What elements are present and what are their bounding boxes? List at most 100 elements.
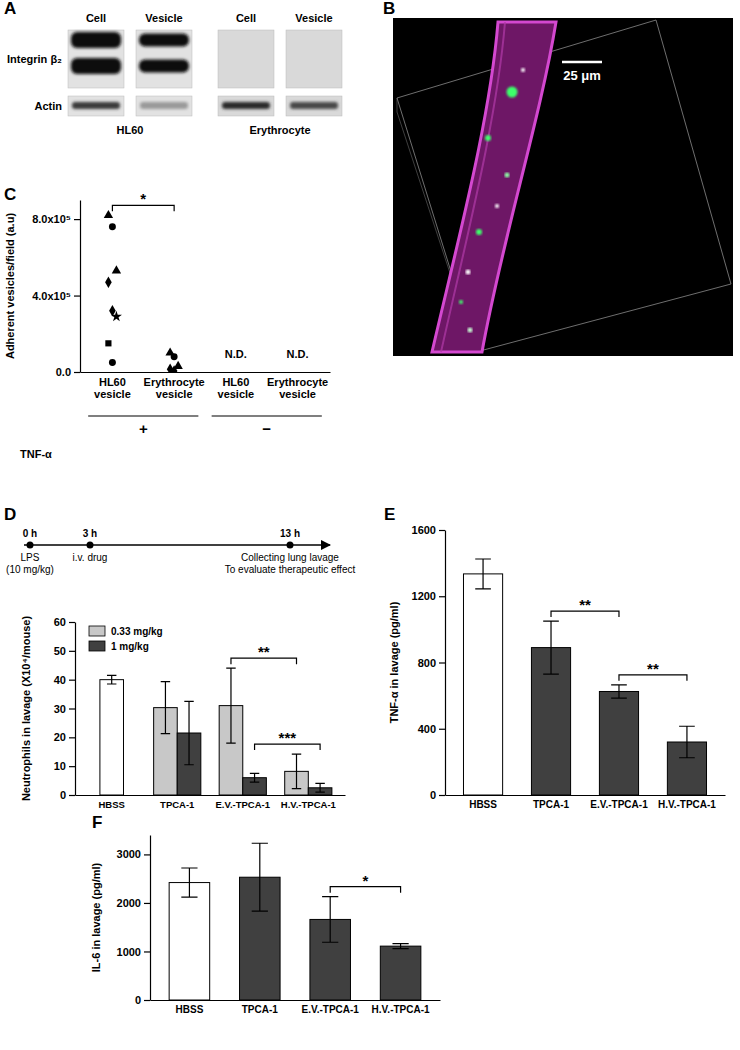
blot-band (71, 32, 121, 48)
tick: TPCA-1 (533, 799, 570, 810)
tick-label: 0.0 (56, 366, 71, 378)
fluorescent-spot (459, 300, 463, 304)
timeline-axis (24, 544, 330, 546)
significance-label: * (140, 190, 146, 207)
tick-label: 0 (60, 789, 66, 801)
tick-mark (74, 219, 80, 220)
column-label: Cell (86, 12, 106, 24)
timeline-tick (27, 542, 34, 549)
tick-label: 2000 (117, 897, 141, 909)
tick: H.V.-TPCA-1 (372, 1004, 430, 1015)
tick-label: H.V.-TPCA-1 (658, 799, 716, 810)
legend-label: 0.33 mg/kg (111, 626, 163, 637)
tick: H.V.-TPCA-1 (281, 799, 337, 810)
tick: Erythrocytevesicle (144, 376, 205, 401)
point (105, 340, 111, 346)
blot-background (136, 96, 192, 116)
y-axis: 040080012001600 (412, 524, 446, 801)
panel-label: A (4, 0, 16, 18)
blot-background (286, 96, 342, 116)
error-bar (315, 783, 324, 792)
tick: HL60vesicle (94, 376, 131, 401)
error-bar (292, 754, 301, 789)
value-label: N.D. (225, 348, 247, 360)
tick-label: 0 (430, 789, 436, 801)
tick-label: H.V.-TPCA-1 (281, 799, 337, 810)
tick: 3000 (117, 848, 150, 860)
timeline-event: (10 mg/kg) (6, 564, 54, 575)
significance-label: *** (279, 729, 297, 746)
fluorescent-spot (485, 135, 491, 141)
tick-mark (144, 951, 150, 952)
error-bar (543, 621, 559, 674)
axis-line (76, 795, 346, 796)
tick-mark (439, 596, 445, 597)
tick-label: 8.0x10⁵ (32, 213, 71, 225)
tick: 0 (430, 789, 445, 801)
tick-label-line: vesicle (156, 388, 193, 400)
timeline-event: To evaluate therapeutic effect (225, 564, 356, 575)
group-line (212, 415, 322, 416)
tick-label: E.V.-TPCA-1 (590, 799, 648, 810)
y-axis: 0.04.0x10⁵8.0x10⁵ (32, 201, 80, 379)
tick-mark (69, 708, 75, 709)
tick-label-line: HL60 (99, 376, 126, 388)
tick-label: 0 (135, 994, 141, 1006)
group-label: Erythrocyte (249, 124, 310, 136)
legend-label: 1 mg/kg (111, 641, 149, 652)
vessel (432, 22, 556, 352)
tick-label: HBSS (98, 799, 124, 810)
tick: 1000 (117, 945, 150, 957)
error-bar (322, 897, 338, 943)
point (111, 311, 122, 322)
fluorescent-spot (476, 229, 482, 235)
tick-label: HL60vesicle (218, 376, 255, 401)
bounding-box (397, 20, 731, 352)
x-axis: HL60vesicleErythrocytevesicleHL60vesicle… (81, 373, 331, 401)
plot-marks (100, 668, 332, 795)
bar (380, 946, 421, 1000)
row-label: Integrin β₂ (7, 53, 62, 65)
tick-label: HBSS (469, 799, 497, 810)
legend-swatch (89, 641, 105, 651)
error-bar (392, 944, 408, 949)
panel-label: D (4, 505, 16, 524)
tick: HBSS (469, 799, 497, 810)
tick: 40 (54, 674, 75, 686)
y-axis-title: Adherent vesicles/field (a.u) (4, 213, 16, 359)
western-blot: Integrin β₂ActinCellVesicleHL60CellVesic… (7, 12, 342, 136)
axis-line (446, 795, 726, 796)
bar (100, 680, 124, 795)
tick-label: 1600 (412, 524, 436, 536)
micrograph: 25 μm (393, 18, 733, 356)
blot-band (72, 102, 120, 109)
x-axis: HBSSTPCA-1E.V.-TPCA-1H.V.-TPCA-1 (151, 1001, 441, 1016)
tick: E.V.-TPCA-1 (590, 799, 648, 810)
error-bar (161, 682, 170, 734)
fluorescent-spot (505, 173, 510, 178)
tick-label: 400 (418, 723, 436, 735)
timeline-tick-label: 0 h (23, 528, 37, 539)
tick-label: TPCA-1 (533, 799, 570, 810)
error-bar (252, 843, 268, 911)
y-axis-title: TNF-α in lavage (pg/ml) (388, 601, 400, 723)
tick-label: 50 (54, 645, 66, 657)
timeline-event: LPS (21, 552, 40, 563)
fluorescent-spot (507, 87, 518, 98)
point (104, 210, 113, 218)
axis-line (81, 372, 331, 373)
axis-line (75, 623, 76, 796)
tick: E.V.-TPCA-1 (215, 799, 270, 810)
point (105, 276, 112, 287)
tick: 60 (54, 616, 75, 628)
tick: 30 (54, 703, 75, 715)
tick: HBSS (176, 1004, 204, 1015)
tick-label-line: vesicle (279, 388, 316, 400)
tick-mark (439, 662, 445, 663)
fluorescent-spot (466, 270, 471, 275)
tick: 0 (60, 789, 75, 801)
group-label: + (139, 420, 148, 437)
tick-label: 40 (54, 674, 66, 686)
tick-mark (69, 766, 75, 767)
x-axis: HBSS TPCA-1 E.V.-TPCA-1 H.V.-TPCA-1 (446, 796, 726, 811)
